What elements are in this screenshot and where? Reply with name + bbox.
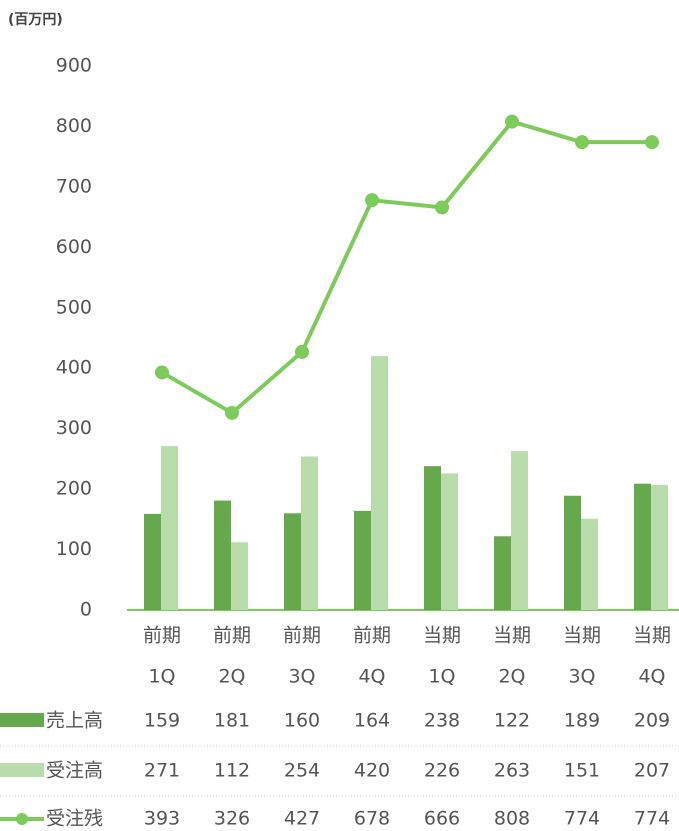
y-tick-label: 400 xyxy=(56,357,92,379)
x-tick-label: 2Q xyxy=(218,666,245,688)
table-value: 254 xyxy=(284,760,320,782)
legend-label: 受注残 xyxy=(46,808,103,830)
y-tick-label: 800 xyxy=(56,115,92,137)
table-value: 263 xyxy=(494,760,530,782)
table-value: 666 xyxy=(424,808,460,830)
y-tick-label: 100 xyxy=(56,538,92,560)
x-tick-label: 1Q xyxy=(148,666,175,688)
bar xyxy=(424,466,441,610)
x-tick-label: 2Q xyxy=(498,666,525,688)
bar xyxy=(144,513,161,610)
x-tick-label: 前期 xyxy=(213,625,251,647)
line xyxy=(160,119,652,415)
x-tick-label: 1Q xyxy=(428,666,455,688)
y-tick-label: 200 xyxy=(56,478,92,500)
bar xyxy=(231,542,248,610)
y-tick-label: 0 xyxy=(80,599,92,621)
bar xyxy=(161,446,178,610)
bar xyxy=(441,473,458,610)
x-tick-label: 当期 xyxy=(423,625,461,647)
table-value: 774 xyxy=(564,808,600,830)
x-tick-label: 当期 xyxy=(633,625,671,647)
y-axis-label: (百万円) xyxy=(8,12,63,28)
y-tick-label: 600 xyxy=(56,236,92,258)
bar xyxy=(581,518,598,610)
line-point xyxy=(365,193,379,208)
table-value: 181 xyxy=(214,710,250,732)
table-value: 427 xyxy=(284,808,320,830)
table-value: 271 xyxy=(144,760,180,782)
line-point xyxy=(575,135,589,150)
x-tick-label: 前期 xyxy=(143,625,181,647)
legend-swatch xyxy=(0,763,44,777)
table-value: 420 xyxy=(354,760,390,782)
table-value: 164 xyxy=(354,710,390,732)
legend-label: 受注高 xyxy=(46,760,103,782)
table-value: 393 xyxy=(144,808,180,830)
line-point xyxy=(155,365,169,380)
table-value: 122 xyxy=(494,710,530,732)
y-tick-label: 700 xyxy=(56,175,92,197)
y-tick-label: 500 xyxy=(56,296,92,318)
table-value: 326 xyxy=(214,808,250,830)
x-tick-label: 当期 xyxy=(563,625,601,647)
legend-marker xyxy=(16,813,28,825)
bar xyxy=(214,500,231,610)
bar xyxy=(284,513,301,610)
table-value: 151 xyxy=(564,760,600,782)
table-value: 238 xyxy=(424,710,460,732)
line-point xyxy=(295,344,309,359)
table-value: 189 xyxy=(564,710,600,732)
x-tick-label: 前期 xyxy=(353,625,391,647)
x-tick-label: 3Q xyxy=(288,666,315,688)
table-value: 808 xyxy=(494,808,530,830)
bar xyxy=(564,495,581,610)
bar xyxy=(371,356,388,610)
x-tick-label: 4Q xyxy=(358,666,385,688)
table-value: 112 xyxy=(214,760,250,782)
bar xyxy=(301,456,318,610)
bar xyxy=(634,483,651,610)
y-tick-label: 300 xyxy=(56,417,92,439)
table-value: 678 xyxy=(354,808,390,830)
line-point xyxy=(505,114,519,129)
line-point xyxy=(225,405,239,420)
table-value: 209 xyxy=(634,710,670,732)
bar xyxy=(494,536,511,610)
bar xyxy=(511,451,528,610)
table-value: 226 xyxy=(424,760,460,782)
legend-label: 売上高 xyxy=(46,710,103,732)
x-tick-label: 4Q xyxy=(638,666,665,688)
table-value: 207 xyxy=(634,760,670,782)
line-point xyxy=(645,135,659,150)
x-tick-label: 当期 xyxy=(493,625,531,647)
bar xyxy=(651,484,668,610)
line-point xyxy=(435,200,449,215)
legend-swatch xyxy=(0,713,44,727)
bar xyxy=(354,510,371,610)
table-value: 774 xyxy=(634,808,670,830)
y-tick-label: 900 xyxy=(56,55,92,77)
x-tick-label: 3Q xyxy=(568,666,595,688)
table-value: 159 xyxy=(144,710,180,732)
table-value: 160 xyxy=(284,710,320,732)
x-tick-label: 前期 xyxy=(283,625,321,647)
